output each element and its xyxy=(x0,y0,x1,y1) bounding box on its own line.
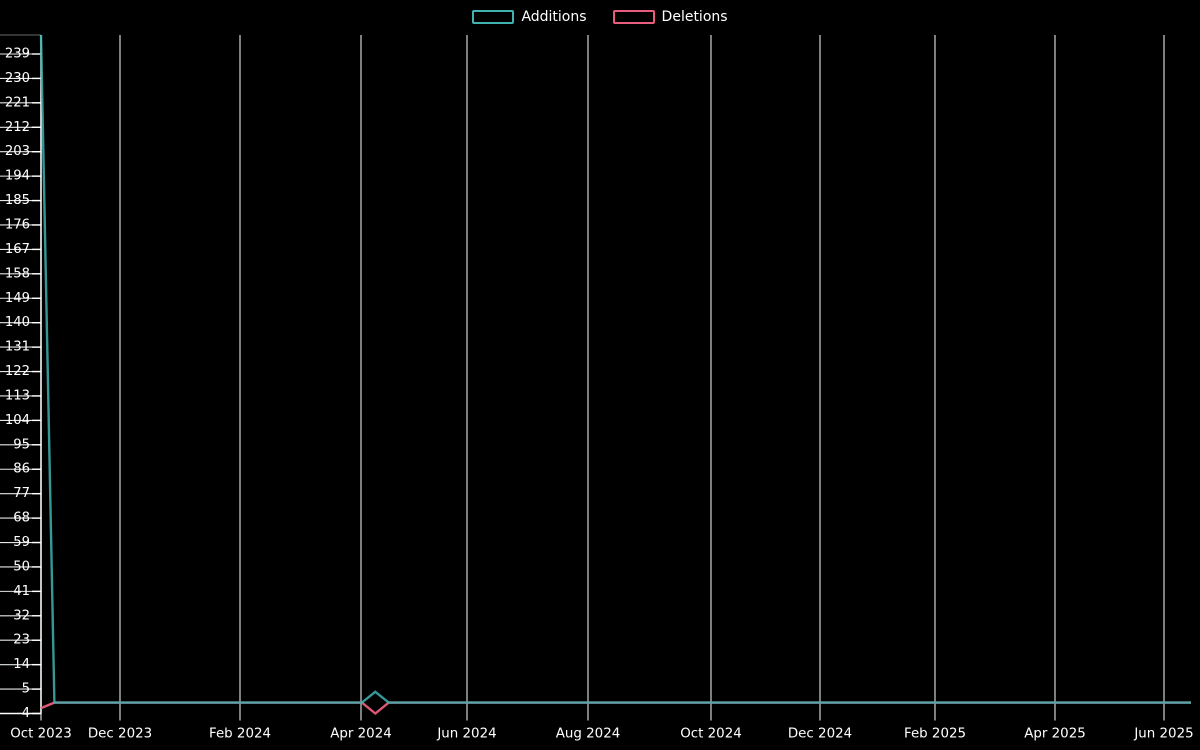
x-tick-label: Jun 2024 xyxy=(436,727,496,742)
y-tick-label: 230 xyxy=(5,71,30,86)
y-tick-label: 194 xyxy=(5,169,30,184)
legend-swatch-additions-icon xyxy=(472,10,515,24)
x-tick-label: Dec 2023 xyxy=(88,727,152,742)
y-tick-label: 140 xyxy=(5,315,30,330)
series-line-deletions[interactable] xyxy=(40,701,1191,716)
series-line-additions[interactable] xyxy=(39,34,1191,704)
y-tick-label: 167 xyxy=(5,242,30,257)
y-tick-label: 131 xyxy=(5,340,30,355)
x-tick-label: Aug 2024 xyxy=(556,727,620,742)
x-tick-label: Jun 2025 xyxy=(1133,727,1193,742)
y-tick-label: 41 xyxy=(13,584,30,599)
x-tick-label: Oct 2023 xyxy=(10,727,72,742)
legend-label-additions: Additions xyxy=(521,9,587,25)
x-tick-label: Apr 2024 xyxy=(330,727,392,742)
y-tick-label: 50 xyxy=(13,559,30,574)
y-tick-label: 185 xyxy=(5,193,30,208)
x-tick-label: Oct 2024 xyxy=(680,727,742,742)
legend-label-deletions: Deletions xyxy=(661,9,728,25)
y-tick-label: 176 xyxy=(5,217,30,232)
y-tick-label: 86 xyxy=(13,462,30,477)
y-tick-label: 23 xyxy=(13,633,30,648)
y-tick-label: 122 xyxy=(5,364,30,379)
y-tick-label: 212 xyxy=(5,120,30,135)
y-tick-label: 239 xyxy=(5,46,30,61)
y-tick-label: 95 xyxy=(13,437,30,452)
x-tick-label: Feb 2025 xyxy=(904,727,966,742)
y-tick-label: 77 xyxy=(13,486,30,501)
legend-item-deletions[interactable]: Deletions xyxy=(612,8,728,26)
y-tick-label: 149 xyxy=(5,291,30,306)
legend-swatch-deletions-icon xyxy=(612,10,655,24)
y-tick-label: 113 xyxy=(5,388,30,403)
x-tick-label: Feb 2024 xyxy=(209,727,271,742)
y-tick-label: 68 xyxy=(13,511,30,526)
y-tick-label: 221 xyxy=(5,95,30,110)
y-tick-label: 14 xyxy=(13,657,30,672)
legend-item-additions[interactable]: Additions xyxy=(472,8,587,26)
y-tick-label: 104 xyxy=(5,413,30,428)
y-tick-label: 59 xyxy=(13,535,30,550)
y-tick-label: 203 xyxy=(5,144,30,159)
x-tick-label: Apr 2025 xyxy=(1024,727,1086,742)
x-tick-label: Dec 2024 xyxy=(788,727,852,742)
chart-legend: Additions Deletions xyxy=(0,8,1200,26)
y-tick-label: 32 xyxy=(13,608,30,623)
y-tick-label: 5 xyxy=(22,682,30,697)
y-tick-label: 158 xyxy=(5,266,30,281)
